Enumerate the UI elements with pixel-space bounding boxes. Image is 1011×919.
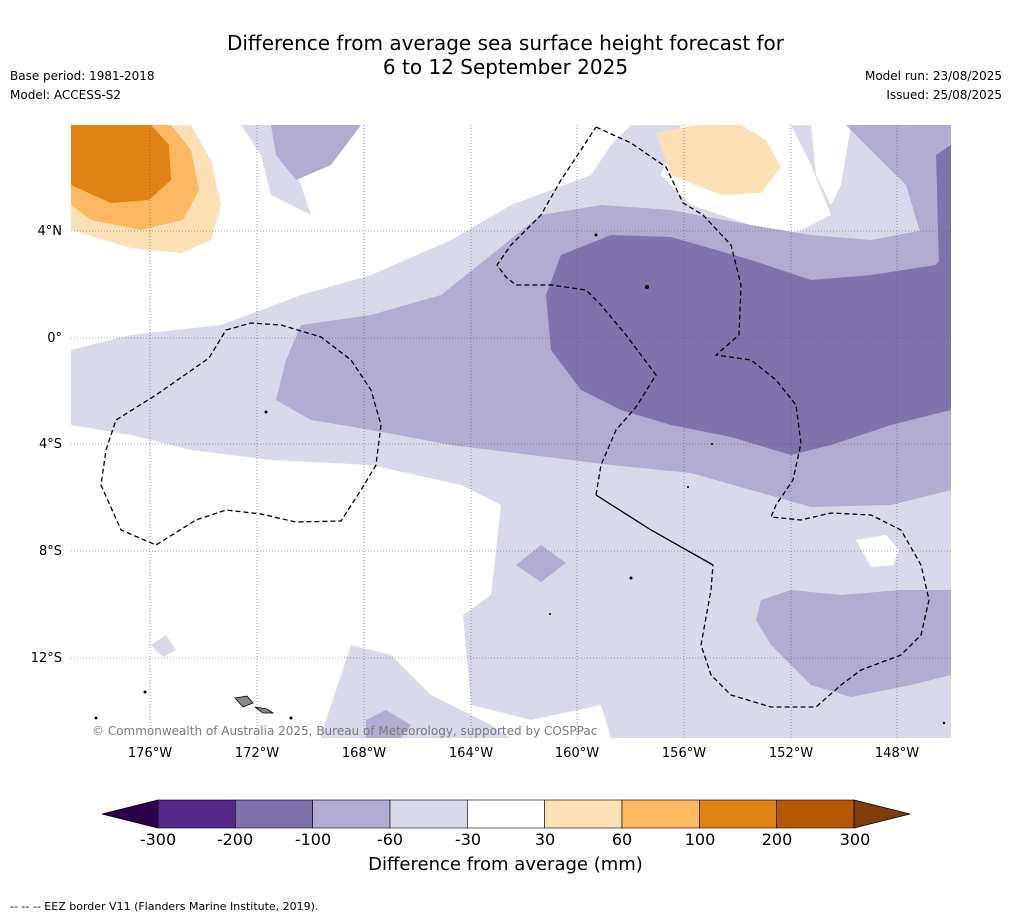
lon-label-172w: 172°W: [234, 746, 280, 761]
lat-label-12s: 12°S: [30, 651, 62, 666]
eez-footnote: -- -- -- EEZ border V11 (Flanders Marine…: [10, 900, 319, 913]
meta-left: Base period: 1981-2018 Model: ACCESS-S2: [10, 67, 155, 105]
contour-neg100: [546, 235, 951, 455]
copyright-notice: © Commonwealth of Australia 2025, Bureau…: [92, 724, 598, 738]
lat-label-8s: 8°S: [38, 544, 62, 559]
title-line-2: 6 to 12 September 2025: [382, 55, 629, 79]
colorbar-tick: -60: [376, 830, 404, 849]
colorbar-box: [467, 799, 545, 829]
lon-label-152w: 152°W: [768, 746, 814, 761]
colorbar-box: [389, 799, 468, 829]
colorbar-box: [312, 799, 391, 829]
atolls: [94, 233, 946, 725]
islands: [234, 695, 275, 714]
lon-label-176w: 176°W: [127, 746, 173, 761]
model-run: Model run: 23/08/2025: [864, 69, 1002, 83]
colorbar-arrow-low: [101, 799, 159, 829]
colorbar-tick: 30: [534, 830, 556, 849]
colorbar: [100, 798, 912, 830]
eez-borders: [100, 126, 930, 708]
lon-label-148w: 148°W: [874, 746, 920, 761]
colorbar-box: [235, 799, 313, 829]
lon-label-168w: 168°W: [341, 746, 387, 761]
lat-label-4n: 4°N: [37, 224, 63, 239]
colorbar-box: [157, 799, 236, 829]
colorbar-box: [699, 799, 777, 829]
meta-right: Model run: 23/08/2025 Issued: 25/08/2025: [865, 67, 1002, 105]
colorbar-box: [544, 799, 623, 829]
colorbar-graphic: [101, 799, 911, 829]
colorbar-tick: -30: [454, 830, 482, 849]
lon-label-164w: 164°W: [448, 746, 494, 761]
colorbar-label: Difference from average (mm): [368, 854, 643, 875]
colorbar-tick: 200: [761, 830, 793, 849]
lon-label-160w: 160°W: [554, 746, 600, 761]
colorbar-tick: 60: [611, 830, 633, 849]
lat-label-4s: 4°S: [38, 437, 62, 452]
lat-label-0: 0°: [47, 331, 62, 346]
map-panel: [71, 125, 951, 738]
title-line-1: Difference from average sea surface heig…: [226, 31, 785, 55]
colorbar-tick: 100: [684, 830, 716, 849]
colorbar-arrow-high: [853, 799, 911, 829]
model-name: Model: ACCESS-S2: [10, 88, 122, 102]
colorbar-tick: -300: [139, 830, 177, 849]
base-period: Base period: 1981-2018: [10, 69, 155, 83]
colorbar-box: [621, 799, 700, 829]
colorbar-tick: 300: [839, 830, 871, 849]
colorbar-tick: -100: [294, 830, 332, 849]
graticule: [71, 125, 951, 738]
chart-title: Difference from average sea surface heig…: [0, 31, 1011, 79]
issued-date: Issued: 25/08/2025: [886, 88, 1002, 102]
colorbar-box: [776, 799, 855, 829]
sea-height-map: [71, 125, 951, 738]
colorbar-tick: -200: [216, 830, 254, 849]
lon-label-156w: 156°W: [661, 746, 707, 761]
